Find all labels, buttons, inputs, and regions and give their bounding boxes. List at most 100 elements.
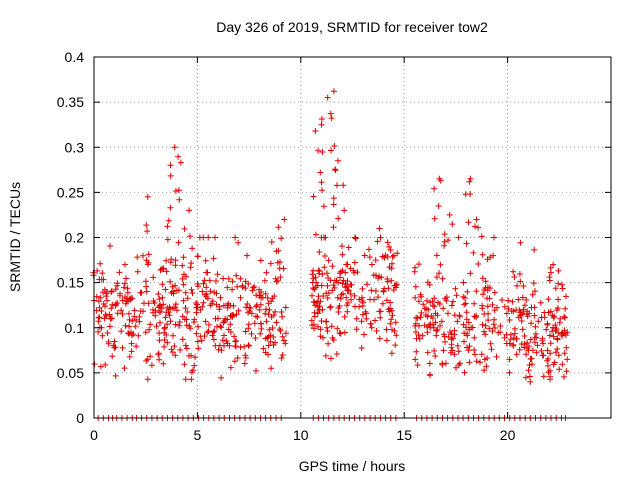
data-point — [546, 332, 553, 339]
data-point — [114, 282, 121, 289]
data-point — [174, 307, 180, 314]
data-point — [559, 329, 566, 336]
data-point — [111, 338, 118, 345]
data-point — [157, 308, 164, 315]
data-point — [545, 362, 551, 369]
data-point — [455, 234, 462, 241]
data-point — [329, 263, 336, 270]
data-point — [264, 334, 271, 341]
data-point — [333, 351, 340, 357]
data-point — [531, 246, 538, 253]
data-point — [112, 344, 119, 351]
data-point — [522, 374, 529, 381]
data-point — [489, 301, 496, 308]
data-point — [107, 315, 114, 322]
data-point — [552, 285, 559, 292]
data-point — [202, 318, 209, 325]
data-point — [258, 325, 265, 332]
data-point — [478, 351, 485, 358]
data-point — [413, 314, 420, 321]
data-point — [275, 224, 282, 231]
data-point — [335, 157, 341, 164]
data-point — [528, 355, 535, 362]
data-point — [144, 193, 151, 200]
data-point — [334, 182, 340, 189]
data-point — [318, 179, 325, 186]
data-point — [464, 344, 470, 351]
data-point — [451, 327, 458, 334]
data-point — [235, 239, 242, 246]
data-point — [380, 288, 387, 295]
data-point — [241, 360, 248, 367]
data-point — [451, 351, 458, 358]
data-point — [327, 303, 334, 310]
data-point — [234, 283, 241, 290]
data-point — [248, 310, 255, 317]
data-point — [328, 323, 335, 330]
data-point — [491, 234, 497, 241]
data-point — [224, 302, 231, 309]
data-point — [102, 303, 109, 310]
data-point — [97, 363, 104, 370]
data-point — [416, 298, 422, 305]
data-point — [368, 324, 375, 331]
data-point — [486, 325, 493, 332]
data-point — [170, 305, 177, 312]
data-point — [97, 260, 104, 267]
data-point — [521, 340, 528, 347]
y-tick-label: 0.35 — [57, 94, 84, 110]
data-point — [265, 300, 272, 307]
data-point — [374, 238, 381, 245]
data-point — [353, 315, 360, 322]
data-point — [480, 291, 486, 298]
data-point — [309, 292, 315, 299]
data-point — [394, 250, 401, 257]
data-point — [505, 297, 512, 304]
data-point — [156, 296, 163, 302]
data-point — [125, 330, 132, 337]
data-point — [186, 352, 192, 359]
data-point — [282, 304, 289, 311]
data-point — [106, 323, 113, 330]
data-point — [425, 306, 432, 313]
data-point — [220, 319, 227, 326]
data-point — [167, 318, 174, 325]
data-point — [417, 314, 424, 321]
data-point — [330, 195, 337, 202]
data-point — [531, 334, 538, 341]
data-point — [204, 269, 211, 276]
data-point — [383, 297, 390, 304]
data-point — [212, 234, 218, 241]
data-point — [525, 367, 532, 374]
data-point — [142, 329, 149, 336]
data-point — [231, 358, 238, 365]
data-point — [420, 301, 427, 308]
data-point — [109, 301, 116, 308]
data-point — [432, 319, 439, 326]
data-point — [94, 267, 101, 274]
data-point — [148, 362, 155, 369]
data-point — [195, 283, 202, 290]
data-point — [489, 328, 496, 335]
x-tick-label: 5 — [194, 427, 202, 443]
data-point — [422, 312, 429, 318]
data-point — [250, 284, 257, 291]
data-point — [163, 268, 170, 275]
data-point — [455, 348, 462, 355]
data-point — [336, 330, 343, 336]
data-point — [540, 373, 547, 380]
data-point — [100, 289, 106, 296]
data-point — [132, 323, 139, 330]
data-point — [510, 268, 517, 275]
data-point — [266, 306, 273, 313]
data-point — [424, 279, 431, 286]
data-point — [464, 332, 471, 339]
data-point — [509, 298, 516, 305]
data-point — [248, 330, 255, 337]
data-point — [388, 277, 395, 284]
data-point — [317, 333, 324, 340]
data-point — [201, 277, 208, 284]
data-point — [537, 299, 544, 306]
data-point — [531, 304, 538, 311]
data-point — [517, 309, 524, 316]
